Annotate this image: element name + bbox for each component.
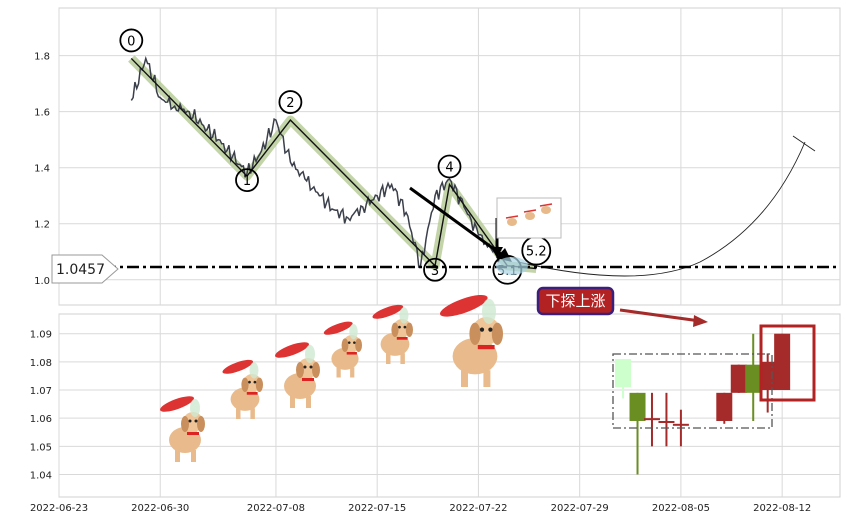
- bottom-y-axis: 1.04 1.05 1.06 1.07 1.08 1.09: [30, 330, 52, 482]
- x-axis: 2022-06-23 2022-06-30 2022-07-08 2022-07-15…: [30, 503, 811, 514]
- dog-sticker: [323, 321, 362, 378]
- candle: [716, 392, 733, 424]
- candle: [658, 392, 675, 447]
- mini-dog-sticker: [505, 203, 553, 226]
- candle: [774, 333, 791, 391]
- price-series: [130, 55, 508, 269]
- x-tick-label: 2022-08-12: [753, 503, 811, 514]
- dog-sticker: [372, 304, 413, 364]
- top-y-axis: 1.0 1.2 1.4 1.6 1.8: [34, 52, 50, 287]
- bottom-y-tick-label: 1.09: [30, 330, 52, 341]
- breakout-box: [759, 324, 816, 402]
- trend-arrow: [409, 186, 506, 259]
- dog-sticker: [274, 342, 320, 408]
- top-y-tick-label: 1.0: [34, 276, 50, 287]
- bottom-y-tick-label: 1.05: [30, 442, 52, 453]
- price-line: [130, 55, 508, 269]
- x-tick-label: 2022-08-05: [652, 503, 710, 514]
- wave-point-label: 0: [119, 28, 144, 53]
- highlight-blob: [496, 257, 528, 275]
- annotation-arrow-head: [693, 315, 708, 327]
- svg-text:1: 1: [243, 174, 251, 189]
- consolidation-box: [612, 353, 773, 429]
- candlestick-series: [615, 333, 791, 475]
- annotation-text: 下探上涨: [545, 292, 605, 310]
- svg-text:3: 3: [431, 264, 439, 279]
- svg-text:5.2: 5.2: [526, 245, 547, 260]
- bottom-panel-frame: [58, 313, 841, 498]
- candle: [629, 392, 646, 475]
- x-tick-label: 2022-06-23: [30, 503, 88, 514]
- projection-end-tick: [792, 135, 816, 152]
- reference-label: 1.0457: [56, 262, 105, 278]
- top-y-tick-label: 1.4: [34, 164, 50, 175]
- dog-sticker: [222, 359, 263, 419]
- annotation-arrow: [619, 308, 701, 323]
- bottom-y-tick-label: 1.07: [30, 386, 52, 397]
- top-panel-frame: [58, 7, 841, 306]
- x-tick-label: 2022-07-29: [551, 503, 609, 514]
- svg-text:4: 4: [445, 161, 453, 176]
- projection-curve: [517, 141, 806, 277]
- dog-sticker: [439, 294, 503, 387]
- candle: [745, 333, 762, 421]
- candle: [730, 364, 747, 393]
- svg-text:0: 0: [127, 34, 135, 49]
- reference-label-box: 1.0457: [51, 254, 119, 284]
- candle: [643, 392, 660, 447]
- x-tick-label: 2022-07-15: [348, 503, 406, 514]
- bottom-y-tick-label: 1.04: [30, 470, 52, 481]
- x-tick-label: 2022-06-30: [131, 503, 189, 514]
- annotation-box: 下探上涨: [536, 286, 615, 316]
- bottom-y-tick-label: 1.06: [30, 414, 52, 425]
- svg-text:2: 2: [286, 96, 294, 111]
- candle: [615, 359, 632, 399]
- top-y-tick-label: 1.6: [34, 108, 50, 119]
- wave-point-label: 4: [437, 154, 462, 179]
- dog-sticker: [159, 396, 205, 462]
- wave-point-label: 2: [278, 90, 303, 114]
- top-y-tick-label: 1.2: [34, 220, 50, 231]
- x-tick-label: 2022-07-08: [247, 503, 305, 514]
- wave-point-label: 1: [235, 168, 259, 193]
- wave-point-label: 3: [423, 257, 447, 282]
- x-tick-label: 2022-07-22: [449, 503, 507, 514]
- decorative-dog-stickers: [159, 294, 503, 462]
- down-arrow-head: [491, 247, 503, 258]
- bottom-y-tick-label: 1.08: [30, 358, 52, 369]
- top-y-tick-label: 1.8: [34, 52, 50, 63]
